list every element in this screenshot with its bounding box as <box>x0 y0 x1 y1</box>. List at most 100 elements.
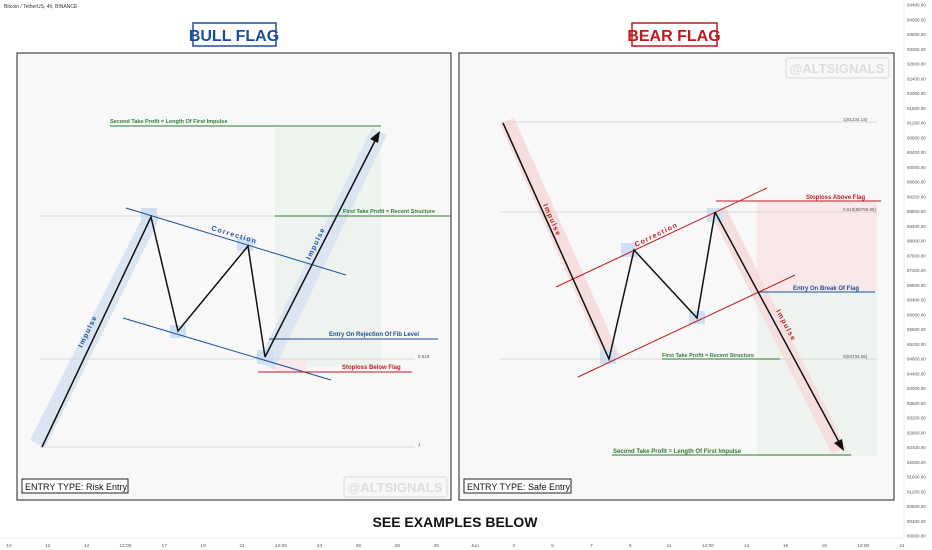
price-tick-label: 84800.00 <box>907 357 926 362</box>
bull-watermark-box <box>343 476 448 498</box>
price-tick-label: 94400.00 <box>907 3 926 8</box>
time-axis: 10 12 14 12:00 17 19 21 12:00 24 26 28 30 Jun 3 5 7 9 11 1… <box>6 543 905 549</box>
time-tick-label: 17 <box>162 543 168 549</box>
time-tick-label: 14 <box>744 543 750 549</box>
time-tick-label: 12:00 <box>857 543 869 549</box>
time-tick-label: 11 <box>667 543 672 549</box>
bull-panel: BULL FLAG 0.618 1 Second Take Profit = L… <box>16 22 452 501</box>
price-tick-label: 86400.00 <box>907 298 926 303</box>
bull-fib-1-label: 1 <box>418 442 421 447</box>
time-tick-label: 5 <box>551 543 554 549</box>
time-tick-label: 30 <box>433 543 439 549</box>
price-tick-label: 88000.00 <box>907 239 926 244</box>
bear-stop-zone <box>757 201 877 291</box>
price-tick-label: 87200.00 <box>907 268 926 273</box>
price-tick-label: 80400.00 <box>907 519 926 524</box>
bull-title-box <box>192 22 277 47</box>
time-tick-label: 7 <box>590 543 593 549</box>
bull-flag-upper <box>125 207 347 276</box>
price-tick-label: 90400.00 <box>907 150 926 155</box>
time-tick-label: 28 <box>395 543 401 549</box>
time-tick-label: 12 <box>45 543 51 549</box>
bull-impulse-band-1 <box>30 210 160 448</box>
bear-arrow-head <box>834 439 844 451</box>
price-tick-label: 86800.00 <box>907 283 926 288</box>
bear-tp1-label: First Take Profit = Recent Structure <box>662 353 754 359</box>
price-tick-label: 92000.00 <box>907 91 926 96</box>
price-tick-label: 93600.00 <box>907 32 926 37</box>
price-tick-label: 85200.00 <box>907 342 926 347</box>
price-tick-label: 88800.00 <box>907 209 926 214</box>
price-tick-label: 91600.00 <box>907 106 926 111</box>
bear-entry-label: Entry On Break Of Flag <box>793 286 859 292</box>
bull-watermark: @ALTSIGNALS <box>348 480 443 495</box>
time-tick-label: 12:00 <box>119 543 131 549</box>
price-tick-label: 90000.00 <box>907 165 926 170</box>
price-tick-label: 80000.00 <box>907 534 926 539</box>
price-tick-label: 84400.00 <box>907 371 926 376</box>
bull-panel-frame <box>16 52 452 501</box>
price-tick-label: 89600.00 <box>907 180 926 185</box>
price-tick-label: 80800.00 <box>907 504 926 509</box>
bear-watermark-box <box>785 57 890 79</box>
time-tick-label: 21 <box>239 543 245 549</box>
bear-fib-0618-label: 0.618(88758.95) <box>843 207 877 212</box>
time-tick-label: 9 <box>629 543 632 549</box>
price-tick-label: 82400.00 <box>907 445 926 450</box>
bear-price-path <box>502 122 716 362</box>
bear-title: BEAR FLAG <box>627 28 720 45</box>
price-tick-label: 91200.00 <box>907 121 926 126</box>
bull-tp1-label: First Take Profit = Recent Structure <box>343 209 435 215</box>
bear-breakdown-arrow <box>714 211 840 443</box>
bear-panel: BEAR FLAG 1(91234.14) 0.618(88758.95) 0(… <box>458 22 895 501</box>
time-tick-label: 10 <box>6 543 12 549</box>
time-tick-label: 16 <box>783 543 789 549</box>
price-tick-label: 87600.00 <box>907 253 926 258</box>
bull-entry-label: Entry On Rejection Of Fib Level <box>329 332 419 338</box>
price-tick-label: 86000.00 <box>907 312 926 317</box>
price-tick-label: 82800.00 <box>907 430 926 435</box>
time-tick-label: 12:00 <box>275 543 287 549</box>
time-tick-label: 26 <box>356 543 362 549</box>
price-tick-label: 82000.00 <box>907 460 926 465</box>
bear-stop-label: Stoploss Above Flag <box>806 195 865 201</box>
bull-flag-lower <box>122 317 332 381</box>
bull-entry-type: ENTRY TYPE: Risk Entry <box>25 482 128 492</box>
time-tick-label: 14 <box>84 543 90 549</box>
time-tick-label: Jun <box>471 543 479 549</box>
bull-stop-zone <box>275 360 306 372</box>
time-tick-label: 19 <box>200 543 206 549</box>
bull-arrow-head <box>370 131 380 143</box>
time-tick-label: 12:00 <box>702 543 714 549</box>
bear-title-box <box>631 22 718 47</box>
price-tick-label: 85600.00 <box>907 327 926 332</box>
bear-tp2-label: Second Take Profit = Length Of First Imp… <box>613 449 742 455</box>
price-tick-label: 89200.00 <box>907 194 926 199</box>
time-tick-label: 3 <box>512 543 515 549</box>
bear-watermark: @ALTSIGNALS <box>790 61 885 76</box>
price-tick-label: 92800.00 <box>907 62 926 67</box>
price-tick-label: 81600.00 <box>907 475 926 480</box>
bull-stop-label: Stoploss Below Flag <box>342 365 401 371</box>
price-tick-label: 84000.00 <box>907 386 926 391</box>
time-tick-label: 21 <box>899 543 905 549</box>
price-tick-label: 83200.00 <box>907 416 926 421</box>
price-tick-label: 83600.00 <box>907 401 926 406</box>
price-tick-label: 88400.00 <box>907 224 926 229</box>
bull-tp2-label: Second Take Profit = Length Of First Imp… <box>110 119 227 125</box>
price-tick-label: 93200.00 <box>907 47 926 52</box>
bull-entry-type-box <box>21 478 129 494</box>
price-tick-label: 81200.00 <box>907 489 926 494</box>
time-tick-label: 18 <box>822 543 828 549</box>
bear-entry-type: ENTRY TYPE: Safe Entry <box>467 482 571 492</box>
bear-entry-type-box <box>463 478 572 494</box>
footer-caption: SEE EXAMPLES BELOW <box>373 514 539 530</box>
bull-title: BULL FLAG <box>189 28 279 45</box>
bull-price-path <box>41 214 266 448</box>
price-tick-label: 94000.00 <box>907 17 926 22</box>
bull-impulse-band-2 <box>258 128 387 370</box>
time-tick-label: 24 <box>317 543 323 549</box>
bull-fib-0618-label: 0.618 <box>418 354 430 359</box>
bear-fib-1-label: 1(91234.14) <box>843 117 868 122</box>
